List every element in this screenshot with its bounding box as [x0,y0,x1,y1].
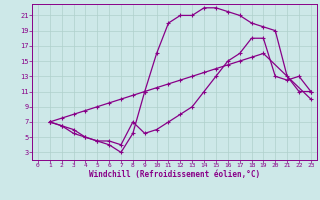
X-axis label: Windchill (Refroidissement éolien,°C): Windchill (Refroidissement éolien,°C) [89,170,260,179]
